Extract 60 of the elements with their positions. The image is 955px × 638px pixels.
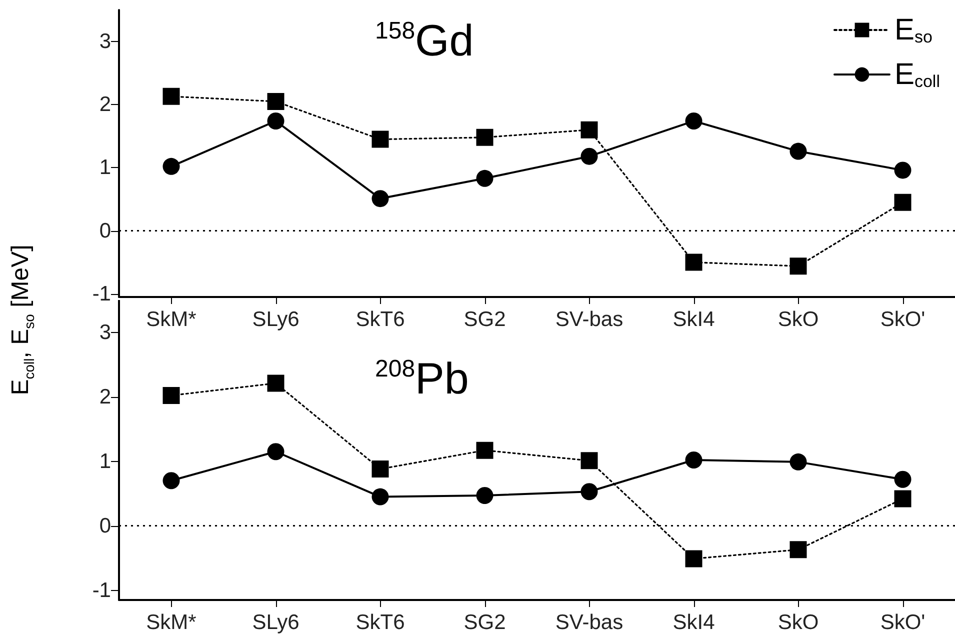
- x-tick-label: SV-bas: [555, 308, 624, 331]
- y-tick-label: 3: [99, 30, 111, 54]
- x-tick-label: SkT6: [356, 308, 405, 331]
- point: [476, 128, 494, 146]
- point: [267, 92, 284, 110]
- point: [790, 541, 807, 558]
- x-tick-label: SkI4: [672, 308, 716, 331]
- point: [790, 258, 807, 275]
- x-tick-label: SV-bas: [555, 611, 624, 634]
- point: [476, 486, 494, 504]
- point: [162, 472, 180, 490]
- x-tick-label: SkO': [880, 308, 926, 331]
- point: [685, 112, 702, 130]
- point: [162, 386, 180, 404]
- x-tick-label: SkI4: [672, 611, 716, 634]
- point: [162, 158, 180, 175]
- y-tick-label: 3: [99, 320, 111, 344]
- point: [267, 112, 284, 130]
- point: [372, 130, 389, 148]
- point: [790, 142, 807, 160]
- y-tick-label: -1: [92, 578, 111, 602]
- point: [267, 443, 284, 460]
- point: [372, 488, 389, 506]
- point: [476, 170, 494, 187]
- point: [267, 374, 284, 392]
- y-tick-label: -1: [92, 282, 111, 306]
- x-tick-label: SkO': [880, 611, 926, 634]
- point: [685, 550, 702, 568]
- x-tick-label: SG2: [464, 308, 506, 331]
- y-tick-label: 0: [99, 219, 111, 242]
- point: [894, 490, 912, 508]
- x-tick-label: SkO: [778, 611, 819, 634]
- x-tick-label: SkM*: [146, 611, 196, 634]
- point: [580, 121, 598, 138]
- y-tick-label: 1: [99, 156, 111, 180]
- point: [894, 194, 912, 211]
- point: [372, 460, 389, 478]
- y-tick-label: 1: [99, 450, 111, 473]
- x-tick-label: SG2: [464, 611, 506, 634]
- x-tick-label: SLy6: [252, 308, 300, 331]
- legend-label: Eso: [894, 14, 932, 46]
- legend-label: Ecoll: [894, 58, 940, 91]
- point: [894, 470, 912, 488]
- point: [685, 254, 702, 271]
- point: [580, 148, 598, 165]
- point: [162, 88, 180, 105]
- point: [580, 452, 598, 470]
- point: [685, 452, 702, 468]
- x-tick-label: SkT6: [356, 611, 405, 634]
- x-tick-label: SkO: [778, 308, 819, 331]
- y-tick-label: 2: [99, 93, 111, 116]
- x-tick-label: SLy6: [252, 611, 300, 634]
- point: [372, 190, 389, 208]
- y-tick-label: 2: [99, 385, 111, 408]
- point: [580, 483, 598, 500]
- x-tick-label: SkM*: [146, 308, 196, 331]
- point: [894, 162, 912, 179]
- point: [790, 453, 807, 470]
- y-tick-label: 0: [99, 514, 111, 538]
- point: [476, 442, 494, 459]
